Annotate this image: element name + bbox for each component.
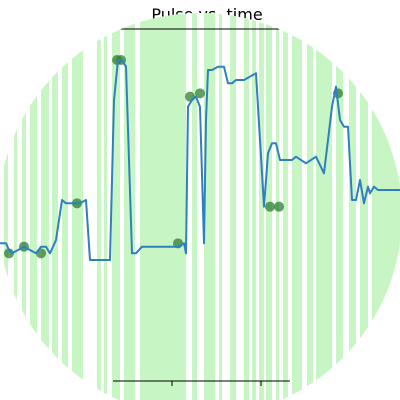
marker-point-8 xyxy=(195,88,205,99)
shaded-region-19 xyxy=(259,13,264,400)
shaded-region-12 xyxy=(140,13,186,400)
shaded-region-28 xyxy=(360,13,368,400)
shaded-region-21 xyxy=(276,13,279,400)
shaded-region-14 xyxy=(204,13,215,400)
marker-point-10 xyxy=(274,201,284,212)
shaded-region-1 xyxy=(14,13,17,400)
shaded-regions xyxy=(4,13,400,400)
shaded-region-29 xyxy=(372,13,400,400)
shaded-region-27 xyxy=(349,13,356,400)
series-lines xyxy=(0,59,400,261)
shaded-region-13 xyxy=(192,13,197,400)
marker-point-0 xyxy=(4,248,14,259)
marker-point-9 xyxy=(265,201,275,212)
series-line-0 xyxy=(0,59,400,261)
shaded-region-23 xyxy=(292,13,302,400)
marker-point-7 xyxy=(185,91,195,102)
shaded-region-8 xyxy=(97,13,101,400)
shaded-region-10 xyxy=(112,13,120,400)
shaded-region-24 xyxy=(307,13,313,400)
shaded-region-18 xyxy=(252,13,256,400)
x-axis-ticks xyxy=(171,381,262,386)
shaded-region-6 xyxy=(62,13,68,400)
shaded-region-0 xyxy=(4,13,8,400)
shaded-region-16 xyxy=(230,13,236,400)
shaded-region-17 xyxy=(244,13,249,400)
shaded-region-3 xyxy=(30,13,37,400)
shaded-region-26 xyxy=(336,13,343,400)
shaded-region-2 xyxy=(22,13,26,400)
shaded-region-4 xyxy=(41,13,49,400)
shaded-region-22 xyxy=(283,13,288,400)
shaded-region-9 xyxy=(104,13,107,400)
shaded-region-25 xyxy=(316,13,332,400)
shaded-region-15 xyxy=(219,13,222,400)
shaded-region-5 xyxy=(52,13,58,400)
shaded-region-20 xyxy=(266,13,272,400)
